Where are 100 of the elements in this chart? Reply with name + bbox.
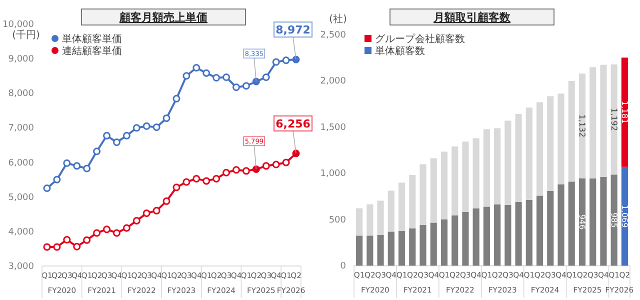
bar (483, 206, 490, 266)
bar (440, 219, 448, 266)
bar (409, 174, 416, 228)
bar (420, 225, 426, 266)
point (122, 132, 130, 140)
point (232, 84, 240, 92)
y-tick-label: 2,500 (320, 30, 346, 40)
point (93, 148, 101, 156)
point (242, 82, 250, 90)
bar (462, 212, 469, 266)
point (242, 167, 250, 175)
bar (515, 202, 522, 266)
point (212, 74, 220, 82)
bar (590, 178, 596, 266)
point (53, 176, 61, 184)
bar (526, 200, 532, 266)
point (43, 243, 51, 251)
y-tick-label: 500 (328, 215, 346, 226)
bar (377, 234, 384, 266)
point (132, 124, 140, 132)
bar (430, 222, 437, 266)
bar (526, 108, 532, 200)
bar (558, 94, 564, 184)
y-tick-label: 1,000 (320, 169, 346, 180)
bar (558, 184, 564, 266)
bar (483, 129, 490, 207)
point (202, 177, 210, 185)
point (252, 165, 260, 173)
bar (504, 120, 512, 205)
bar (621, 58, 628, 167)
point (282, 158, 290, 166)
point (63, 236, 71, 244)
point (103, 132, 110, 140)
legend-label: 単体顧客単価 (62, 33, 122, 45)
y-tick-label: 10,000 (2, 20, 34, 30)
chart-title: 顧客月額売上単価 (118, 11, 208, 24)
bar (600, 64, 607, 177)
point (152, 206, 160, 214)
bar (504, 204, 512, 266)
point (83, 164, 91, 172)
y-tick-label: 7,000 (8, 124, 34, 134)
point (122, 224, 130, 232)
bar (472, 138, 480, 208)
y-axis-title: (社) (329, 13, 347, 25)
bar (356, 236, 363, 266)
y-tick-label: 5,000 (8, 192, 34, 203)
point (73, 162, 81, 170)
bar (610, 64, 618, 175)
point (272, 58, 280, 66)
bar (366, 236, 374, 266)
legend-label: 連結顧客単価 (62, 45, 122, 57)
bar (356, 208, 363, 236)
point (162, 197, 170, 205)
data-label: 8,972 (276, 24, 310, 36)
bar (398, 182, 406, 232)
bar (409, 228, 416, 266)
point (63, 159, 71, 167)
data-label: 6,256 (276, 117, 311, 130)
data-label: 1,069 (620, 204, 629, 228)
bar (388, 232, 394, 266)
point (232, 166, 240, 174)
point (262, 162, 270, 170)
bar (536, 196, 544, 266)
bar (590, 67, 596, 178)
point (172, 184, 180, 192)
bar (366, 204, 374, 236)
point (292, 56, 300, 64)
point (202, 69, 210, 77)
y-tick-label: 9,000 (8, 54, 34, 65)
bar (440, 152, 448, 220)
y-tick-label: 8,000 (8, 89, 34, 100)
point (73, 242, 81, 250)
point (272, 160, 280, 168)
point (132, 216, 140, 224)
bar (494, 204, 501, 266)
y-axis-title: (千円) (12, 29, 40, 41)
bar (452, 146, 458, 216)
y-tick-label: 4,000 (8, 227, 34, 238)
point (222, 168, 230, 176)
point (192, 64, 200, 72)
data-label: 1,192 (609, 108, 618, 131)
bar (547, 96, 554, 191)
point (282, 56, 290, 64)
legend-label: 単体顧客数 (375, 45, 425, 57)
bar (568, 80, 575, 182)
bar (600, 176, 607, 266)
bar (536, 102, 544, 196)
point (112, 229, 120, 237)
point (142, 122, 150, 130)
bar (462, 142, 469, 212)
point (142, 210, 150, 218)
bar (472, 208, 480, 266)
point (112, 138, 120, 146)
point (103, 226, 110, 234)
chart-title: 月額取引顧客数 (432, 11, 512, 24)
point (192, 174, 200, 182)
bar (547, 190, 554, 266)
point (162, 114, 170, 122)
point (222, 73, 230, 81)
point (212, 174, 220, 182)
